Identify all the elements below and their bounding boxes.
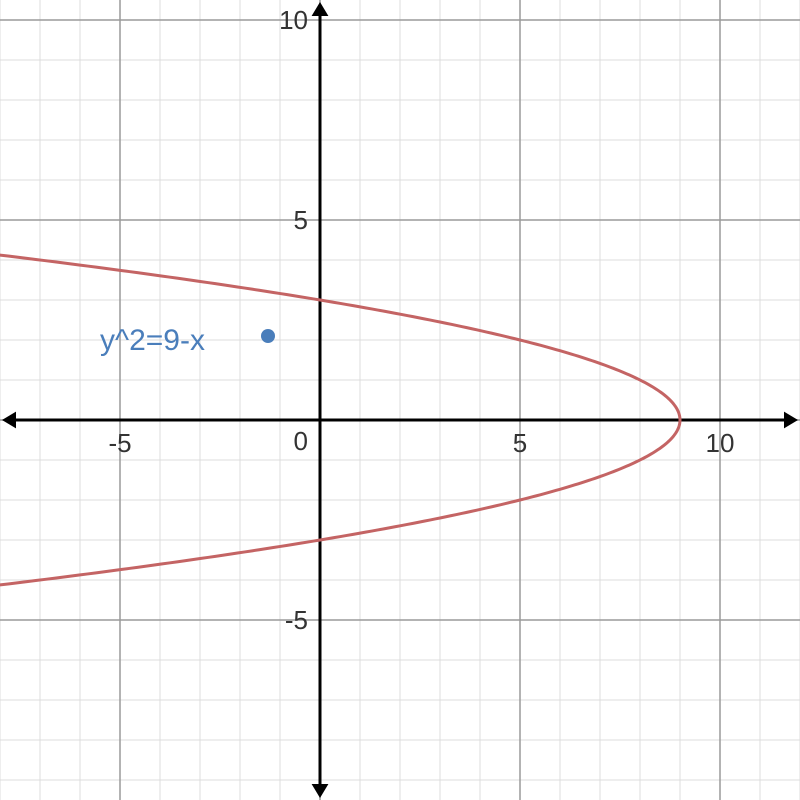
x-tick-label: -5 xyxy=(108,428,131,458)
y-tick-label: 10 xyxy=(279,5,308,35)
x-tick-label: 5 xyxy=(513,428,527,458)
parabola-chart: -5 5 10 -5 5 10 0 y^2=9-x xyxy=(0,0,800,800)
origin-label: 0 xyxy=(294,426,308,456)
chart-container: -5 5 10 -5 5 10 0 y^2=9-x xyxy=(0,0,800,800)
y-tick-label: -5 xyxy=(285,605,308,635)
x-tick-label: 10 xyxy=(706,428,735,458)
equation-label: y^2=9-x xyxy=(100,324,205,357)
annotation-marker xyxy=(261,329,275,343)
y-tick-label: 5 xyxy=(294,205,308,235)
